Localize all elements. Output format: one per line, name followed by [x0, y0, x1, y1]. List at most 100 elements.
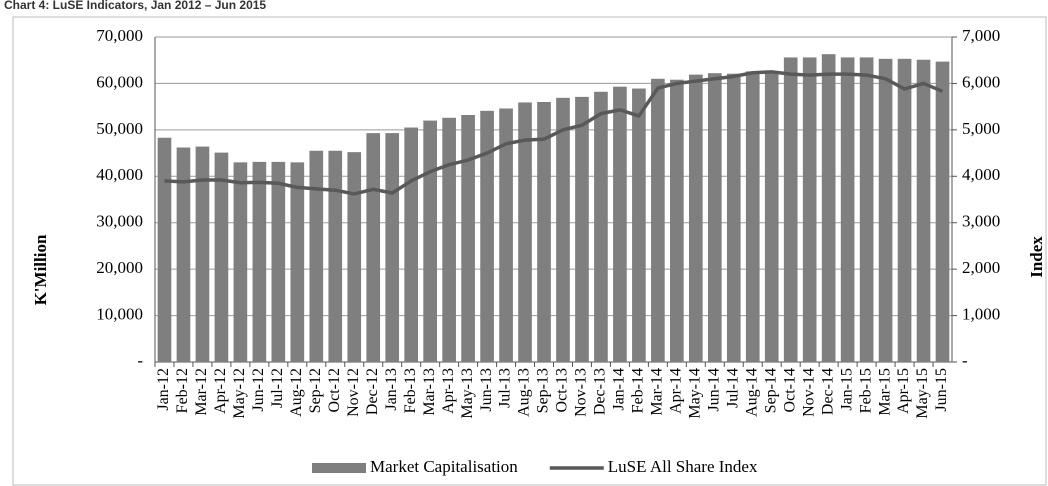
y2-tick-label: 5,000	[962, 119, 1000, 138]
bar	[651, 78, 665, 363]
x-tick-label: Jul-12	[269, 368, 286, 408]
x-tick-label: Mar-13	[421, 368, 438, 416]
bar	[821, 54, 836, 363]
x-tick-label: Aug-12	[288, 368, 305, 417]
x-tick-label: May-13	[459, 368, 476, 419]
y-tick-label: 60,000	[96, 72, 143, 91]
x-tick-label: Jun-15	[933, 368, 950, 412]
x-tick-label: Jul-14	[724, 368, 741, 408]
x-tick-label: Oct-14	[781, 368, 798, 412]
x-tick-label: Sep-14	[762, 368, 779, 413]
x-tick-label: May-12	[231, 368, 248, 419]
x-tick-label: Sep-13	[535, 368, 552, 413]
chart-frame	[12, 16, 1047, 486]
x-tick-label: May-15	[914, 368, 931, 419]
bar	[461, 115, 475, 362]
y2-tick-label: 3,000	[962, 212, 1000, 231]
bar	[537, 102, 551, 362]
bar	[575, 96, 589, 363]
x-tick-label: Jan-13	[383, 368, 400, 411]
x-tick-label: Apr-13	[440, 368, 457, 414]
x-tick-label: Dec-13	[592, 368, 609, 415]
x-tick-label: Aug-13	[516, 368, 533, 417]
bar	[632, 88, 646, 363]
bar	[802, 57, 817, 363]
bar	[688, 74, 703, 362]
x-tick-label: Nov-14	[800, 368, 817, 417]
chart-title: Chart 4: LuSE Indicators, Jan 2012 – Jun…	[4, 0, 266, 12]
x-tick-label: Oct-12	[326, 368, 343, 412]
bar	[271, 161, 286, 362]
x-tick-label: Nov-13	[573, 368, 590, 417]
x-tick-label: Mar-12	[193, 368, 210, 416]
bar	[859, 57, 874, 363]
bar	[423, 120, 437, 362]
x-tick-label: Feb-15	[857, 368, 874, 413]
bar	[878, 58, 893, 362]
x-tick-label: Dec-12	[364, 368, 381, 415]
y2-tick-label: -	[962, 351, 968, 370]
y2-axis-title: Index	[1027, 236, 1046, 278]
x-tick-label: Sep-12	[307, 368, 324, 413]
bar	[840, 57, 855, 363]
bar	[309, 150, 324, 362]
x-tick-label: Jan-15	[838, 368, 855, 411]
y2-tick-label: 4,000	[962, 165, 1000, 184]
bar	[594, 91, 608, 363]
y-tick-label: -	[137, 351, 143, 370]
y-axis-title: K'Million	[31, 234, 50, 305]
y2-tick-label: 2,000	[962, 258, 1000, 277]
bar	[366, 133, 381, 362]
x-tick-label: Jan-14	[611, 368, 628, 411]
bar	[499, 108, 513, 362]
x-tick-label: Apr-12	[212, 368, 229, 414]
x-tick-label: Jun-13	[478, 368, 495, 412]
x-tick-label: Aug-14	[743, 368, 760, 417]
x-tick-label: Feb-13	[402, 368, 419, 413]
bar	[897, 58, 912, 362]
x-tick-label: Apr-15	[895, 368, 912, 414]
x-tick-label: Feb-12	[174, 368, 191, 413]
x-tick-label: Mar-14	[649, 368, 666, 416]
y-tick-label: 10,000	[96, 304, 143, 323]
bar	[233, 162, 248, 362]
y-tick-label: 70,000	[96, 26, 143, 45]
bar	[745, 71, 760, 362]
bar	[442, 117, 456, 363]
bar	[670, 79, 684, 362]
legend-label: LuSE All Share Index	[608, 457, 758, 476]
bar	[935, 61, 950, 362]
bar	[328, 150, 343, 362]
y-tick-label: 20,000	[96, 258, 143, 277]
x-tick-label: Jan-12	[155, 368, 172, 411]
x-tick-label: Dec-14	[819, 368, 836, 415]
bar	[290, 162, 305, 362]
bar	[176, 147, 191, 362]
y-tick-label: 40,000	[96, 165, 143, 184]
bar	[195, 146, 210, 362]
y2-tick-label: 1,000	[962, 304, 1000, 323]
x-tick-label: May-14	[686, 368, 703, 419]
legend-swatch	[312, 463, 366, 473]
y2-tick-label: 6,000	[962, 72, 1000, 91]
bar	[404, 127, 419, 363]
x-tick-label: Jun-12	[250, 368, 267, 412]
y-tick-label: 50,000	[96, 119, 143, 138]
bar	[613, 86, 627, 362]
x-tick-label: Jul-13	[497, 368, 514, 408]
bar	[385, 133, 400, 362]
bar	[518, 102, 532, 362]
x-tick-label: Jun-14	[705, 368, 722, 412]
x-tick-label: Oct-13	[554, 368, 571, 412]
x-tick-label: Apr-14	[668, 368, 685, 414]
bar	[347, 152, 362, 362]
x-tick-label: Feb-14	[630, 368, 647, 413]
bar	[916, 59, 931, 362]
legend-label: Market Capitalisation	[370, 457, 518, 476]
bar	[764, 71, 779, 363]
bar	[783, 57, 798, 363]
bar	[726, 73, 741, 362]
y2-tick-label: 7,000	[962, 26, 1000, 45]
x-tick-label: Mar-15	[876, 368, 893, 416]
